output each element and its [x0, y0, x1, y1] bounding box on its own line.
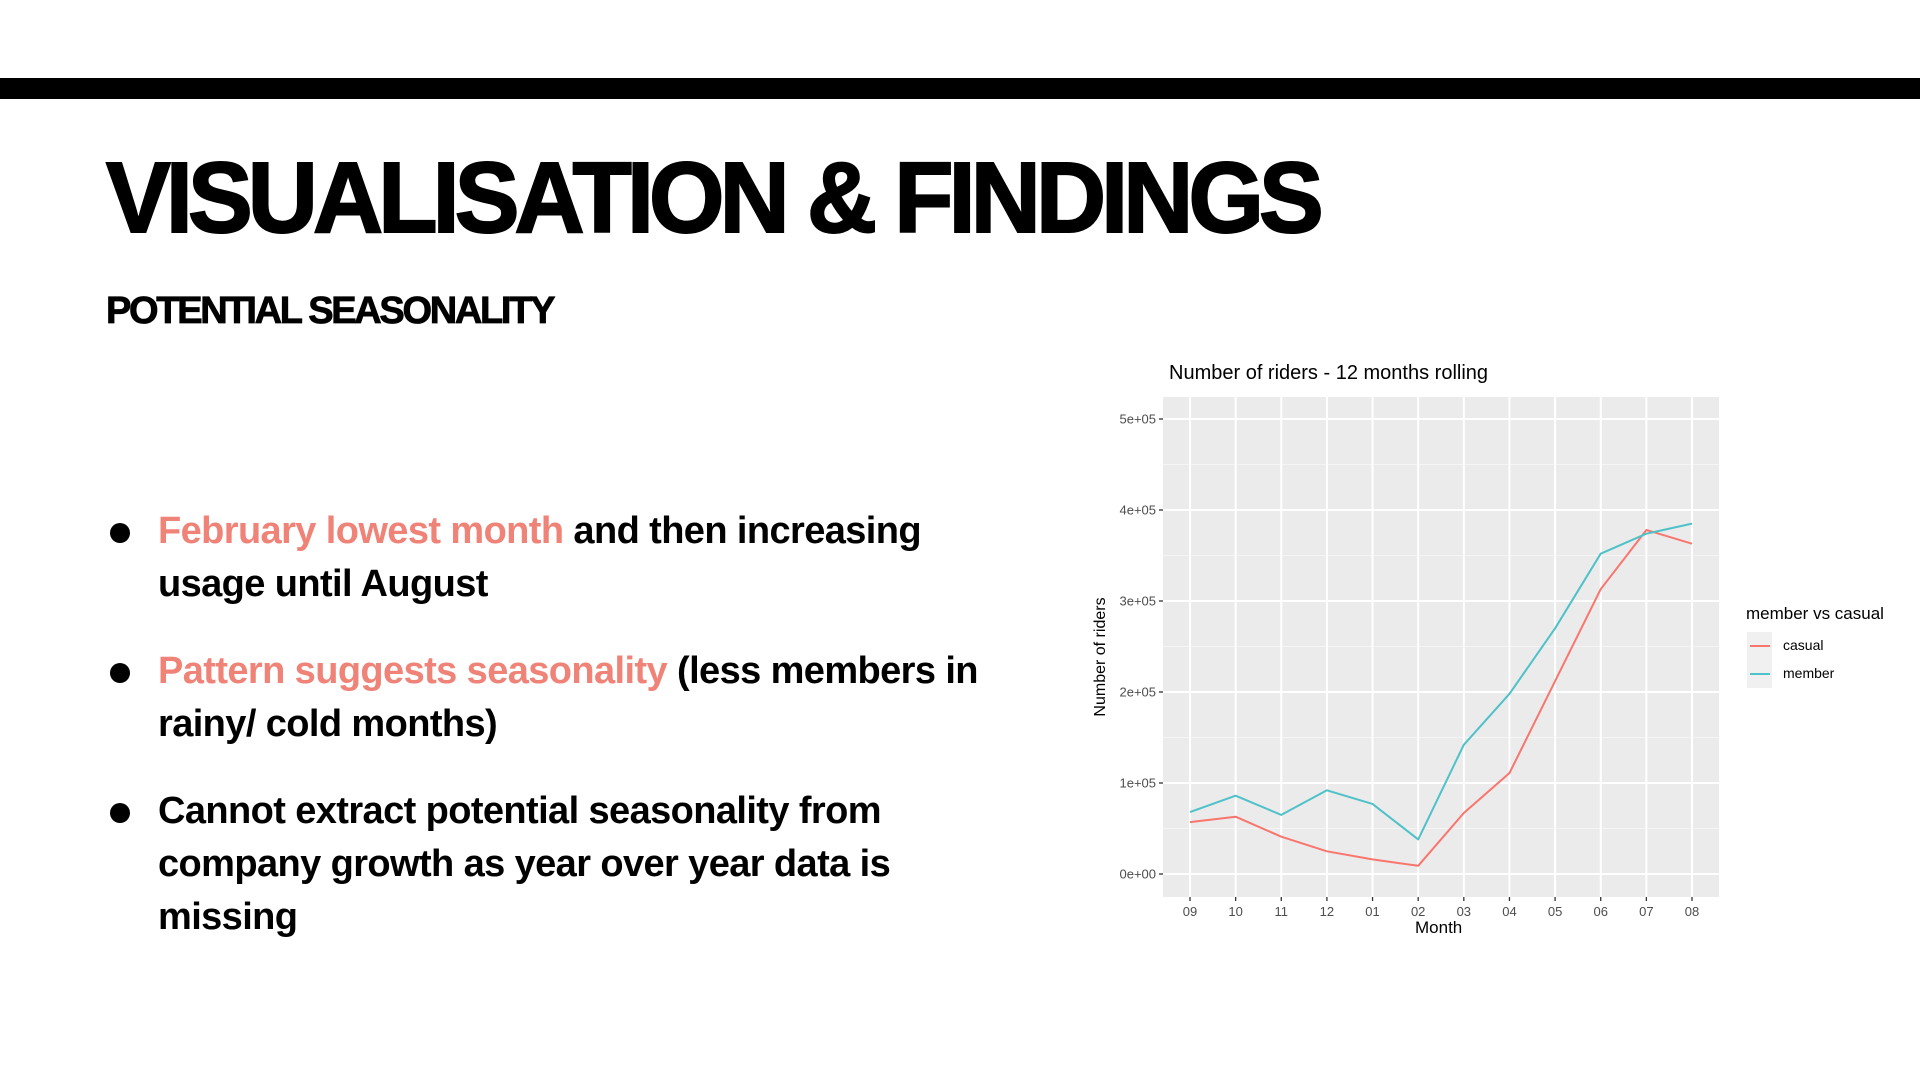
- findings-list: February lowest month and then increasin…: [106, 505, 1026, 978]
- finding-text: (less members in rainy/ cold months): [158, 650, 979, 745]
- slide-subtitle: POTENTIAL SEASONALITY: [106, 290, 556, 332]
- bullet-icon: [110, 803, 130, 823]
- finding-text: and then increasing usage until August: [158, 510, 922, 605]
- series-line-member: [1189, 522, 1693, 841]
- finding-text: Cannot extract potential seasonality fro…: [158, 790, 891, 938]
- series-line-casual: [1189, 529, 1693, 867]
- finding-item: Cannot extract potential seasonality fro…: [106, 785, 1026, 944]
- y-tick-label: 5e+05: [1119, 412, 1156, 427]
- x-tick-label: 09: [1183, 904, 1197, 919]
- bullet-icon: [110, 663, 130, 683]
- x-tick-label: 06: [1593, 904, 1607, 919]
- legend-keys: [1747, 632, 1772, 688]
- x-tick-label: 12: [1320, 904, 1334, 919]
- legend-member-label: member: [1783, 665, 1835, 681]
- finding-highlight: Pattern suggests seasonality: [158, 650, 668, 692]
- x-tick-label: 10: [1228, 904, 1242, 919]
- x-tick-label: 01: [1365, 904, 1379, 919]
- x-tick-label: 02: [1411, 904, 1425, 919]
- x-tick-label: 03: [1457, 904, 1471, 919]
- x-tick-label: 04: [1502, 904, 1516, 919]
- y-tick-label: 0e+00: [1119, 867, 1156, 882]
- y-tick-label: 4e+05: [1119, 503, 1156, 518]
- y-tick-label: 1e+05: [1119, 776, 1156, 791]
- x-tick-label: 11: [1275, 904, 1289, 919]
- plot-panel: [1163, 397, 1719, 897]
- y-tick-label: 2e+05: [1119, 685, 1156, 700]
- header-bar: [0, 78, 1920, 99]
- x-tick-label: 08: [1685, 904, 1699, 919]
- chart-title: Number of riders - 12 months rolling: [1169, 362, 1489, 384]
- legend-casual-swatch: [1750, 645, 1770, 647]
- legend-casual-label: casual: [1783, 637, 1824, 653]
- finding-item: February lowest month and then increasin…: [106, 505, 1026, 611]
- legend-member-swatch: [1750, 673, 1770, 675]
- x-tick-label: 07: [1639, 904, 1653, 919]
- y-tick-label: 3e+05: [1119, 594, 1156, 609]
- finding-item: Pattern suggests seasonality (less membe…: [106, 645, 1026, 751]
- bullet-icon: [110, 523, 130, 543]
- legend-title: member vs casual: [1746, 604, 1884, 623]
- x-tick-label: 05: [1548, 904, 1562, 919]
- slide-title: VISUALISATION & FINDINGS: [105, 142, 1325, 254]
- y-axis-title: Number of riders: [1092, 597, 1109, 717]
- finding-highlight: February lowest month: [158, 510, 564, 552]
- x-axis-title: Month: [1415, 918, 1463, 937]
